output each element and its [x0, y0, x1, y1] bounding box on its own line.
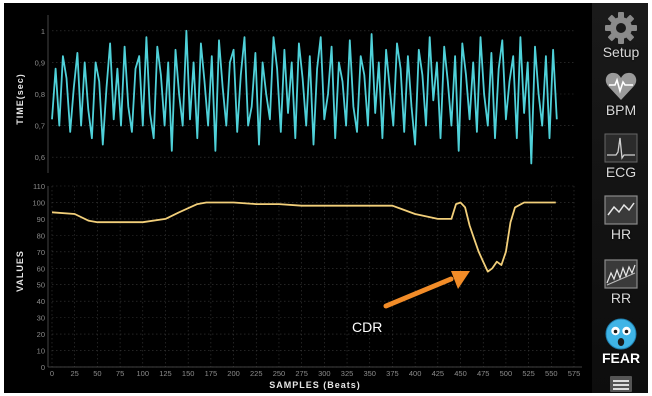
plots-area: TIME(sec) VALUES SAMPLES (Beats) 1 0,9 0,8…: [15, 15, 582, 390]
x-tick-label: 575: [568, 369, 581, 378]
rr-interval-series: [51, 29, 558, 165]
x-tick-label: 0: [50, 369, 54, 378]
bottom-y-tick-label: 20: [37, 330, 45, 339]
app-screen: TIME(sec) VALUES SAMPLES (Beats) 1 0,9 0,8…: [4, 3, 648, 393]
x-tick-label: 100: [137, 369, 150, 378]
top-y-tick-label: 0,9: [35, 58, 45, 67]
ecg-button[interactable]: ECG: [596, 129, 646, 185]
setup-button[interactable]: Setup: [596, 9, 646, 65]
x-tick-label: 225: [250, 369, 263, 378]
bottom-y-tick-label: 100: [32, 198, 45, 207]
bottom-y-axis-label: VALUES: [15, 250, 25, 292]
bottom-y-tick-label: 40: [37, 297, 45, 306]
top-y-tick-label: 0,7: [35, 122, 45, 131]
fear-label: FEAR: [601, 350, 641, 366]
bottom-y-tick-label: 90: [37, 215, 45, 224]
bpm-button[interactable]: BPM: [596, 67, 646, 123]
bottom-y-tick-label: 0: [41, 363, 45, 372]
x-tick-label: 175: [205, 369, 218, 378]
x-tick-label: 325: [341, 369, 354, 378]
rr-button[interactable]: RR: [596, 255, 646, 311]
rr-graph-icon: [602, 257, 640, 291]
bottom-y-tick-label: 70: [37, 248, 45, 257]
x-tick-label: 375: [386, 369, 399, 378]
sidebar: Setup BPM ECG: [592, 3, 648, 393]
menu-button[interactable]: [596, 373, 646, 393]
fear-face-icon: [602, 317, 640, 351]
x-tick-label: 425: [432, 369, 445, 378]
x-tick-label: 525: [522, 369, 535, 378]
x-axis-label: SAMPLES (Beats): [269, 380, 361, 390]
bpm-label: BPM: [605, 102, 637, 118]
x-tick-label: 200: [227, 369, 240, 378]
x-tick-label: 475: [477, 369, 490, 378]
bottom-y-tick-label: 50: [37, 281, 45, 290]
bottom-y-tick-label: 80: [37, 231, 45, 240]
x-tick-label: 250: [273, 369, 286, 378]
ecg-label: ECG: [605, 164, 637, 180]
hr-graph-icon: [602, 193, 640, 227]
cdr-arrow: [383, 271, 470, 309]
x-tick-label: 25: [71, 369, 79, 378]
top-y-tick-label: 0,6: [35, 153, 45, 162]
bottom-y-tick-label: 10: [37, 347, 45, 356]
x-tick-label: 50: [93, 369, 101, 378]
x-tick-label: 75: [116, 369, 124, 378]
bottom-y-tick-label: 60: [37, 264, 45, 273]
x-tick-label: 125: [159, 369, 172, 378]
x-tick-label: 150: [182, 369, 195, 378]
x-tick-label: 275: [295, 369, 308, 378]
heart-pulse-icon: [602, 69, 640, 103]
hr-label: HR: [610, 226, 632, 242]
rr-label: RR: [610, 290, 632, 306]
bottom-y-tick-label: 30: [37, 314, 45, 323]
x-tick-label: 450: [454, 369, 467, 378]
top-y-tick-label: 0,8: [35, 90, 45, 99]
x-tick-label: 550: [545, 369, 558, 378]
values-series: [51, 201, 556, 273]
cdr-annotation-label: CDR: [352, 319, 383, 335]
x-tick-label: 300: [318, 369, 331, 378]
ecg-icon: [602, 131, 640, 165]
x-tick-label: 500: [500, 369, 513, 378]
hr-button[interactable]: HR: [596, 191, 646, 247]
setup-label: Setup: [602, 44, 640, 60]
gear-icon: [602, 11, 640, 45]
x-tick-label: 400: [409, 369, 422, 378]
bottom-y-tick-label: 110: [33, 182, 45, 191]
top-y-axis-label: TIME(sec): [15, 73, 25, 125]
fear-button[interactable]: FEAR: [596, 315, 646, 371]
top-y-tick-label: 1: [41, 27, 45, 36]
x-tick-label: 350: [363, 369, 376, 378]
menu-icon: [602, 375, 640, 393]
